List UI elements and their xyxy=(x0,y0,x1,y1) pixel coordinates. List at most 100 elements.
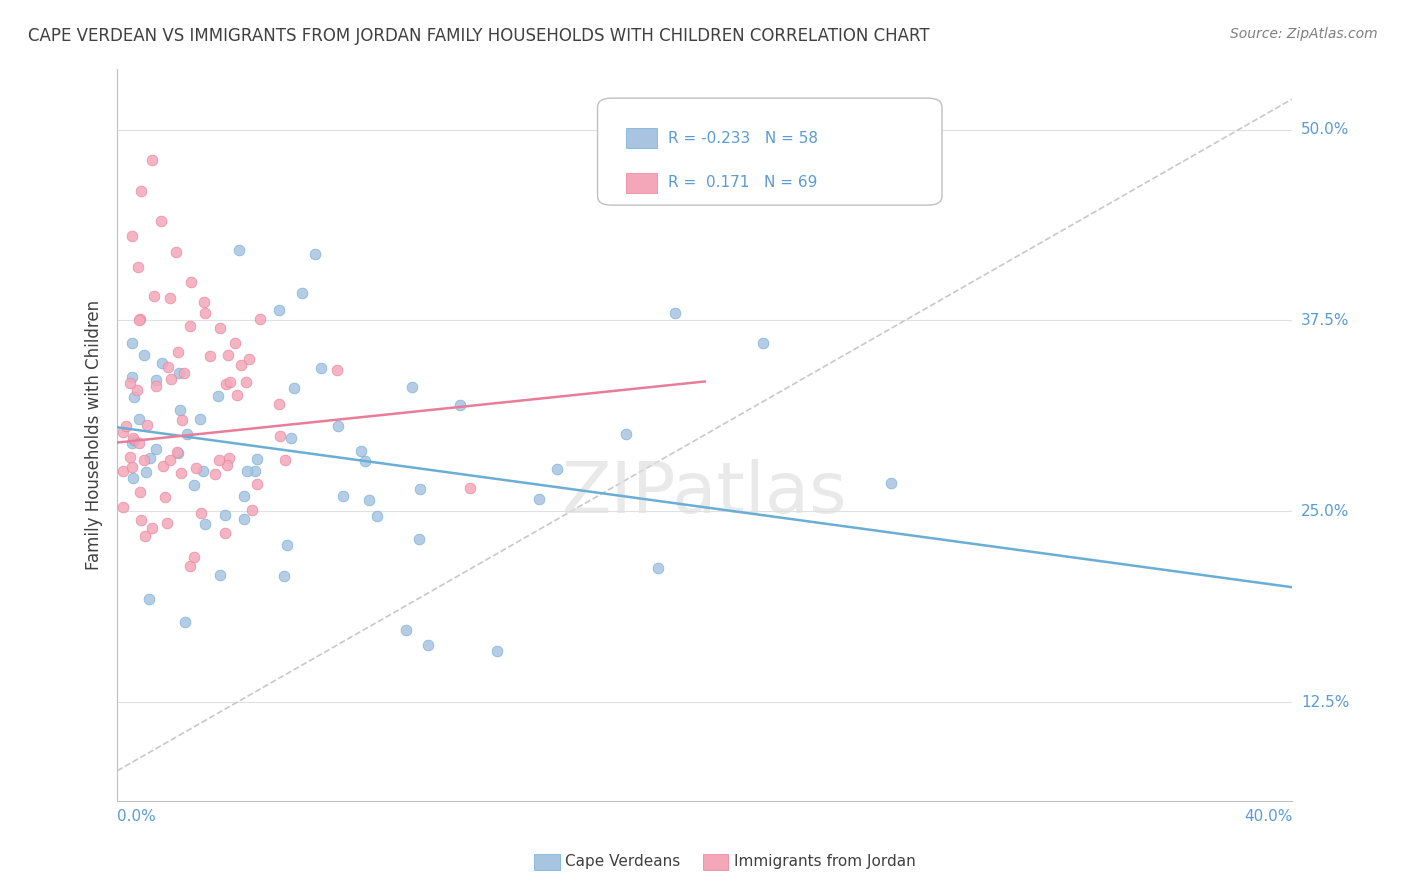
Point xyxy=(359,492,381,507)
Point xyxy=(614,426,637,441)
Y-axis label: Family Households with Children: Family Households with Children xyxy=(86,300,103,570)
Point xyxy=(145,442,167,456)
Point xyxy=(179,559,201,574)
Point xyxy=(328,419,350,434)
Point xyxy=(160,372,183,386)
Point xyxy=(880,475,903,490)
Point xyxy=(122,431,145,445)
Point xyxy=(122,471,145,485)
Point xyxy=(240,503,263,517)
Point xyxy=(127,260,149,274)
Point xyxy=(217,348,239,362)
Point xyxy=(267,397,290,411)
Point xyxy=(409,482,432,496)
Point xyxy=(353,454,375,468)
Point xyxy=(167,445,190,459)
Point xyxy=(246,477,269,491)
Text: 25.0%: 25.0% xyxy=(1301,504,1350,519)
Point xyxy=(401,380,423,394)
Point xyxy=(207,389,229,403)
Point xyxy=(129,184,152,198)
Point xyxy=(121,435,143,450)
Point xyxy=(156,359,179,374)
Point xyxy=(138,591,160,606)
Point xyxy=(408,533,430,547)
Text: Immigrants from Jordan: Immigrants from Jordan xyxy=(734,855,915,869)
Point xyxy=(309,360,332,375)
Point xyxy=(249,311,271,326)
Text: Cape Verdeans: Cape Verdeans xyxy=(565,855,681,869)
Point xyxy=(214,508,236,522)
Point xyxy=(134,529,156,543)
Point xyxy=(112,425,135,439)
Point xyxy=(179,319,201,334)
Point xyxy=(394,623,416,637)
Text: R = -0.233   N = 58: R = -0.233 N = 58 xyxy=(668,131,818,145)
Point xyxy=(121,335,143,350)
Point xyxy=(128,484,150,499)
Point xyxy=(193,294,215,309)
Point xyxy=(228,243,250,257)
Point xyxy=(120,376,142,390)
Point xyxy=(273,453,295,467)
Point xyxy=(243,464,266,478)
Point xyxy=(165,244,187,259)
Point xyxy=(129,513,152,527)
Point xyxy=(752,336,775,351)
Point xyxy=(141,153,163,168)
Point xyxy=(122,434,145,448)
Point xyxy=(169,402,191,417)
Point xyxy=(527,491,550,506)
Point xyxy=(129,311,152,326)
Point xyxy=(204,467,226,481)
Point xyxy=(128,313,150,327)
Point xyxy=(350,444,373,458)
Point xyxy=(155,490,177,504)
Point xyxy=(145,379,167,393)
Point xyxy=(485,644,508,658)
Point xyxy=(238,351,260,366)
Point xyxy=(174,615,197,630)
Text: R =  0.171   N = 69: R = 0.171 N = 69 xyxy=(668,176,817,190)
Point xyxy=(246,451,269,466)
Point xyxy=(232,489,254,503)
Point xyxy=(269,429,291,443)
Point xyxy=(180,275,202,289)
Point xyxy=(121,229,143,244)
Point xyxy=(128,411,150,425)
Point xyxy=(547,462,569,476)
Point xyxy=(166,344,188,359)
Text: 0.0%: 0.0% xyxy=(117,809,156,824)
Point xyxy=(291,286,314,301)
Point xyxy=(166,445,188,459)
Point xyxy=(156,516,179,531)
Point xyxy=(200,349,222,363)
Point xyxy=(449,398,471,412)
Text: CAPE VERDEAN VS IMMIGRANTS FROM JORDAN FAMILY HOUSEHOLDS WITH CHILDREN CORRELATI: CAPE VERDEAN VS IMMIGRANTS FROM JORDAN F… xyxy=(28,27,929,45)
Point xyxy=(141,521,163,535)
Point xyxy=(208,321,231,335)
Point xyxy=(150,214,173,228)
Point xyxy=(276,538,298,552)
Point xyxy=(170,467,193,481)
Point xyxy=(283,381,305,395)
Text: 50.0%: 50.0% xyxy=(1301,122,1350,137)
Point xyxy=(188,412,211,426)
Point xyxy=(134,453,156,467)
Point xyxy=(159,453,181,467)
Point xyxy=(214,376,236,391)
Point xyxy=(115,419,138,434)
Point xyxy=(150,356,173,370)
Point xyxy=(208,452,231,467)
Point xyxy=(176,426,198,441)
Point xyxy=(134,348,156,362)
Point xyxy=(191,464,214,478)
Point xyxy=(332,489,354,503)
Point xyxy=(139,450,162,465)
Point xyxy=(183,478,205,492)
Point xyxy=(208,568,231,582)
Point xyxy=(173,366,195,380)
Point xyxy=(112,500,135,515)
Point xyxy=(233,511,256,525)
Point xyxy=(194,306,217,320)
